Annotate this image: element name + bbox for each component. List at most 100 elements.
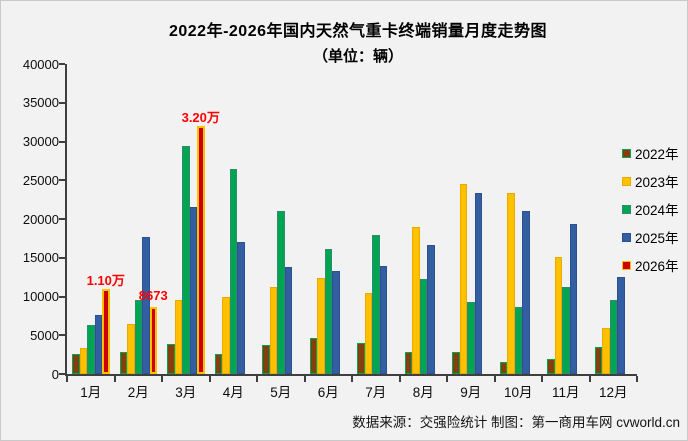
y-axis-label-5000: 5000 bbox=[30, 327, 59, 343]
bar-2024年-6月 bbox=[324, 249, 332, 374]
x-axis-label-10月: 10月 bbox=[503, 385, 533, 400]
legend-item-2024年: 2024年 bbox=[622, 199, 679, 219]
x-axis-tick bbox=[256, 376, 258, 382]
bar-2026年-3月 bbox=[197, 126, 205, 374]
x-axis-label-1月: 1月 bbox=[80, 385, 102, 400]
x-axis-label-12月: 12月 bbox=[598, 385, 628, 400]
x-axis-tick bbox=[161, 376, 163, 382]
x-axis-tick bbox=[303, 376, 306, 382]
y-axis-label-25000: 25000 bbox=[22, 172, 59, 188]
bar-2026年-1月 bbox=[102, 288, 110, 374]
legend: 2022年 2023年 2024年 2025年 2026年 bbox=[622, 143, 679, 275]
legend-swatch-2026年 bbox=[622, 260, 631, 270]
bar-group-3月 bbox=[162, 64, 210, 374]
bar-2023年-1月 bbox=[79, 348, 87, 374]
y-axis-tick bbox=[59, 334, 65, 337]
bar-2023年-2月 bbox=[127, 324, 135, 374]
bar-2024年-10月 bbox=[514, 306, 522, 374]
y-axis-label-20000: 20000 bbox=[22, 211, 59, 227]
x-axis-label-9月: 9月 bbox=[460, 385, 482, 400]
bar-2024年-4月 bbox=[229, 169, 237, 374]
bar-2025年-10月 bbox=[522, 211, 530, 374]
bar-2023年-6月 bbox=[317, 277, 325, 374]
data-label-8673: 8673 bbox=[138, 287, 168, 303]
x-axis-label-2月: 2月 bbox=[127, 385, 149, 400]
y-axis-tick bbox=[59, 101, 65, 104]
x-axis-tick bbox=[541, 376, 543, 382]
plot-area: 0 5000 10000 15000 20000 25000 30000 35000 40000… bbox=[23, 58, 638, 400]
y-axis-tick bbox=[59, 63, 65, 65]
bar-2022年-9月 bbox=[452, 351, 460, 374]
bar-2025年-2月 bbox=[142, 236, 150, 374]
x-axis-tick bbox=[351, 376, 353, 382]
data-label-1.10万: 1.10万 bbox=[86, 272, 125, 288]
legend-swatch-2022年 bbox=[622, 148, 631, 158]
bar-2024年-2月 bbox=[134, 300, 142, 374]
bar-2022年-8月 bbox=[404, 352, 412, 374]
bar-2022年-4月 bbox=[214, 353, 222, 374]
bar-2024年-11月 bbox=[562, 287, 570, 374]
bar-2025年-11月 bbox=[569, 223, 577, 374]
bar-2022年-12月 bbox=[594, 346, 602, 374]
x-axis-tick bbox=[588, 376, 591, 382]
x-axis-label-3月: 3月 bbox=[175, 385, 197, 400]
bar-2025年-9月 bbox=[474, 192, 482, 374]
source-credit: 数据来源：交强险统计 制图：第一商用车网 cvworld.cn bbox=[352, 415, 680, 430]
bar-2022年-10月 bbox=[499, 362, 507, 374]
x-axis-tick bbox=[113, 376, 116, 382]
bar-group-9月 bbox=[447, 64, 495, 374]
bar-2025年-5月 bbox=[284, 267, 292, 374]
y-axis-tick bbox=[59, 218, 65, 220]
bar-2022年-7月 bbox=[357, 343, 365, 374]
bar-2025年-12月 bbox=[617, 277, 625, 374]
bar-group-2月 bbox=[115, 64, 163, 374]
bar-2023年-4月 bbox=[222, 296, 230, 374]
bar-2025年-3月 bbox=[189, 207, 197, 374]
bar-group-8月 bbox=[400, 64, 448, 374]
x-axis-tick bbox=[446, 376, 448, 382]
bar-2024年-12月 bbox=[609, 300, 617, 374]
legend-swatch-2023年 bbox=[622, 176, 631, 186]
bar-2024年-7月 bbox=[372, 235, 380, 374]
bar-2026年-2月 bbox=[149, 306, 157, 374]
x-axis-label-8月: 8月 bbox=[412, 385, 434, 400]
bar-2023年-10月 bbox=[507, 193, 515, 374]
chart-title: 2022年-2026年国内天然气重卡终端销量月度走势图 （单位：辆） bbox=[31, 17, 685, 66]
bar-2024年-9月 bbox=[467, 301, 475, 374]
bar-2023年-5月 bbox=[269, 287, 277, 374]
legend-label-2026年: 2026年 bbox=[635, 259, 679, 274]
bar-group-12月 bbox=[590, 64, 638, 374]
y-axis-tick bbox=[59, 140, 65, 143]
y-axis-label-15000: 15000 bbox=[22, 250, 59, 266]
x-axis-label-5月: 5月 bbox=[270, 385, 292, 400]
y-axis-tick bbox=[59, 373, 65, 375]
bar-2025年-7月 bbox=[379, 266, 387, 374]
chart-title-line2: （单位：辆） bbox=[312, 48, 403, 65]
bar-2024年-1月 bbox=[87, 325, 95, 374]
data-label-3.20万: 3.20万 bbox=[181, 110, 220, 125]
bar-2022年-5月 bbox=[262, 345, 270, 374]
x-axis-tick bbox=[398, 376, 401, 382]
y-axis-label-0: 0 bbox=[51, 366, 59, 382]
bar-2025年-4月 bbox=[237, 242, 245, 374]
bar-2023年-12月 bbox=[602, 328, 610, 374]
x-axis-label-11月: 11月 bbox=[551, 385, 580, 400]
bar-2023年-7月 bbox=[364, 292, 372, 374]
y-axis-label-30000: 30000 bbox=[22, 134, 59, 149]
bar-2024年-8月 bbox=[419, 278, 427, 374]
bar-group-11月 bbox=[542, 64, 590, 374]
x-axis-tick bbox=[636, 376, 638, 382]
legend-item-2026年: 2026年 bbox=[622, 255, 679, 275]
bar-2024年-3月 bbox=[182, 146, 190, 374]
bar-group-7月 bbox=[352, 64, 400, 374]
legend-label-2023年: 2023年 bbox=[635, 175, 679, 190]
chart-title-line1: 2022年-2026年国内天然气重卡终端销量月度走势图 bbox=[168, 23, 548, 40]
bar-group-1月 bbox=[67, 64, 115, 374]
bar-2025年-6月 bbox=[332, 270, 340, 374]
legend-swatch-2024年 bbox=[622, 204, 631, 214]
bar-2022年-6月 bbox=[309, 337, 317, 374]
y-axis-label-10000: 10000 bbox=[22, 289, 59, 304]
legend-item-2025年: 2025年 bbox=[622, 227, 679, 247]
legend-label-2025年: 2025年 bbox=[635, 231, 679, 246]
